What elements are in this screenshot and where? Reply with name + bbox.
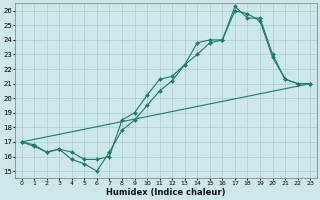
- X-axis label: Humidex (Indice chaleur): Humidex (Indice chaleur): [106, 188, 226, 197]
